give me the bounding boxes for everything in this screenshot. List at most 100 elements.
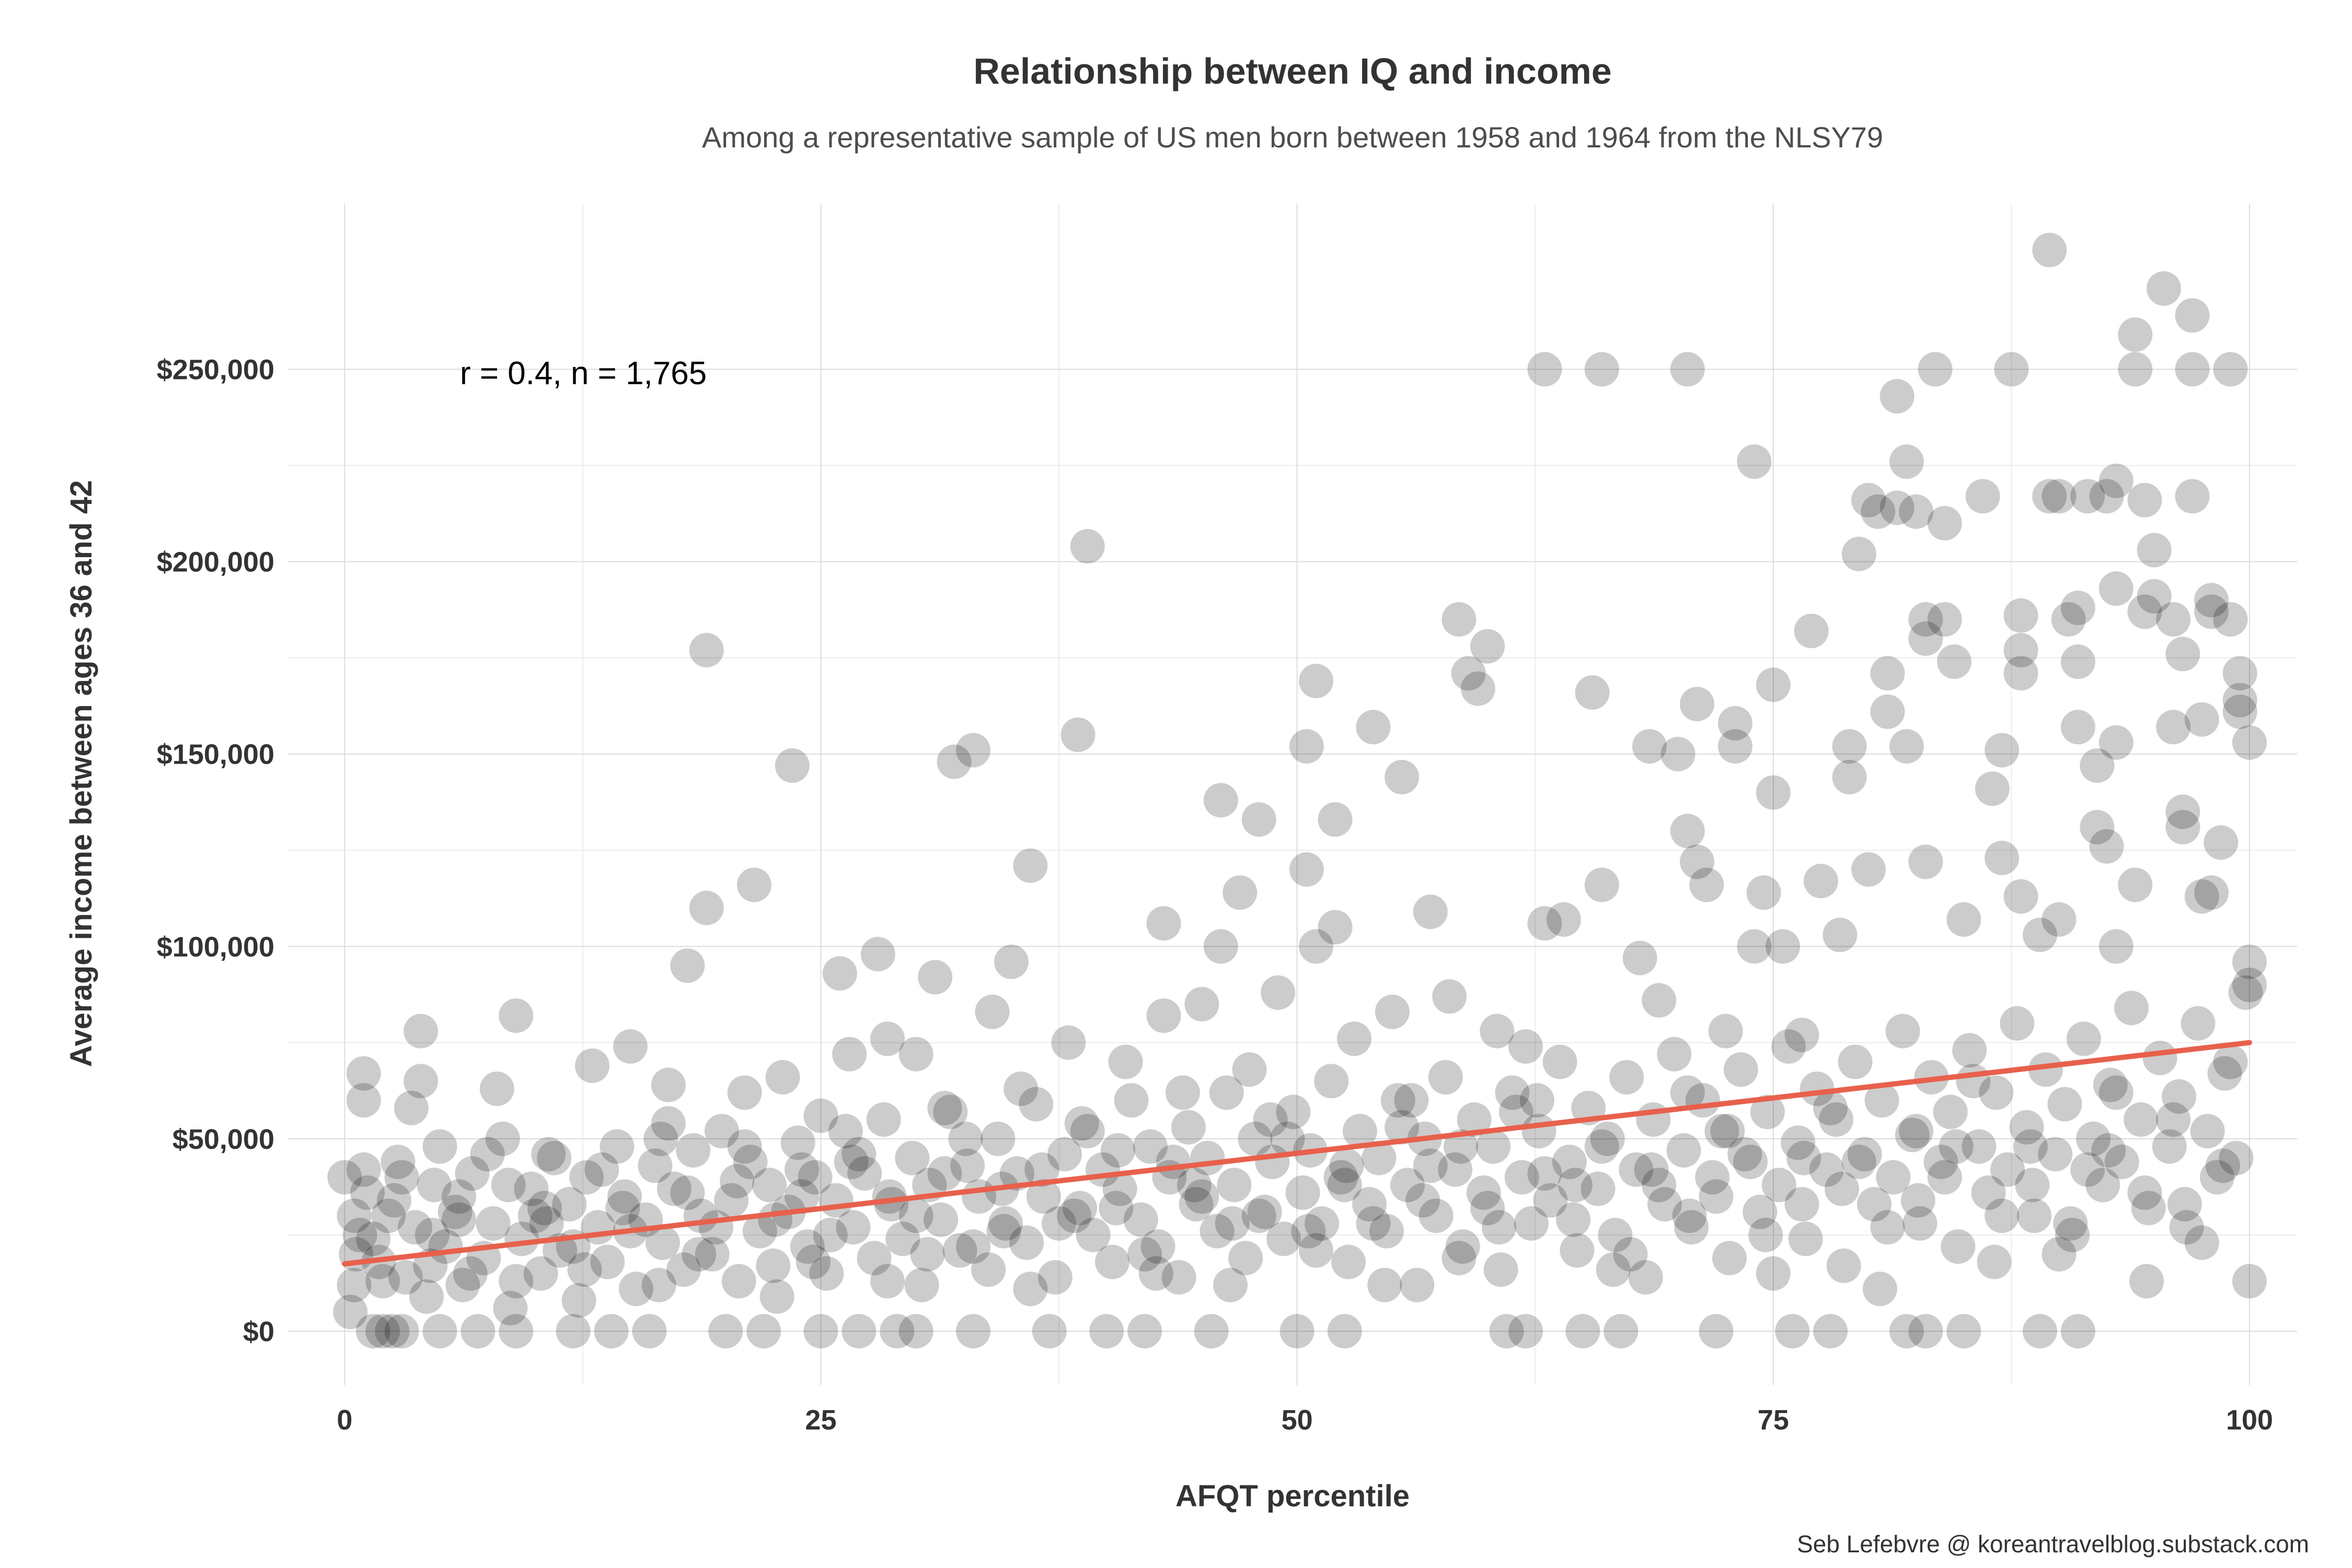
data-point	[933, 1094, 968, 1129]
data-point	[1533, 1183, 1568, 1218]
data-point	[2204, 825, 2239, 860]
data-point	[2184, 879, 2219, 914]
data-point	[2228, 975, 2263, 1010]
data-point	[1880, 490, 1915, 525]
data-point	[2070, 1152, 2105, 1187]
data-point	[736, 867, 771, 902]
data-point	[1670, 813, 1705, 848]
data-point	[2032, 233, 2067, 268]
data-point	[618, 1271, 653, 1306]
data-point	[371, 1198, 406, 1233]
data-point	[2032, 479, 2067, 514]
data-point	[656, 1171, 691, 1206]
data-point	[1838, 1044, 1873, 1079]
data-point	[1899, 1114, 1934, 1149]
chart-title: Relationship between IQ and income	[973, 51, 1611, 91]
data-point	[1390, 1168, 1425, 1203]
data-point	[813, 1217, 848, 1252]
data-point	[708, 1313, 743, 1348]
data-point	[651, 1067, 686, 1102]
data-point	[1527, 906, 1562, 941]
data-point	[1613, 1237, 1648, 1272]
data-point	[1200, 1214, 1235, 1249]
data-point	[1238, 1121, 1273, 1156]
data-point	[1127, 1237, 1162, 1272]
data-point	[1756, 1256, 1791, 1291]
data-point	[1542, 1044, 1577, 1079]
data-point	[1470, 1191, 1505, 1226]
data-point	[398, 1210, 433, 1245]
y-tick-label: $100,000	[157, 931, 274, 963]
data-point	[956, 1313, 991, 1348]
data-point	[1047, 1137, 1082, 1172]
data-point	[1253, 1102, 1288, 1137]
data-point	[1647, 1187, 1682, 1222]
data-point	[2099, 571, 2134, 606]
data-point	[1375, 994, 1410, 1029]
data-point	[1560, 1233, 1595, 1268]
data-point	[822, 956, 857, 991]
data-point	[727, 1129, 762, 1164]
data-point	[346, 1056, 381, 1091]
data-point	[1519, 1083, 1554, 1118]
x-tick-label: 50	[1282, 1404, 1313, 1436]
data-point	[1761, 1168, 1796, 1203]
data-point	[1672, 1198, 1707, 1233]
data-point	[2137, 579, 2172, 614]
data-point	[365, 1264, 400, 1299]
data-point	[695, 1237, 730, 1272]
data-point	[1331, 1244, 1366, 1279]
data-point	[1228, 1241, 1263, 1276]
data-point	[1824, 1171, 1859, 1206]
data-point	[1994, 352, 2029, 387]
data-point	[2093, 1067, 2128, 1102]
data-point	[1695, 1160, 1730, 1195]
data-point	[2219, 1140, 2254, 1175]
data-point	[2146, 271, 2181, 306]
data-point	[898, 1198, 933, 1233]
data-point	[1470, 629, 1505, 664]
data-point	[607, 1179, 642, 1214]
data-point	[1442, 602, 1477, 637]
data-point	[1876, 1160, 1911, 1195]
correlation-annotation: r = 0.4, n = 1,765	[460, 355, 707, 391]
data-point	[1803, 863, 1838, 898]
data-point	[927, 1156, 962, 1191]
data-point	[2131, 1191, 2166, 1226]
data-point	[1985, 1198, 2020, 1233]
data-point	[1460, 671, 1495, 706]
data-point	[1299, 929, 1334, 964]
data-point	[1870, 694, 1905, 729]
data-point	[1318, 909, 1353, 944]
data-point	[841, 1313, 877, 1348]
data-point	[1289, 852, 1324, 887]
data-point	[866, 1102, 901, 1137]
y-tick-label: $150,000	[157, 739, 274, 770]
data-point	[531, 1137, 566, 1172]
data-point	[2003, 598, 2038, 633]
data-point	[1737, 444, 1772, 479]
data-point	[870, 1021, 905, 1056]
data-point	[1184, 987, 1219, 1022]
data-point	[910, 1237, 945, 1272]
y-tick-label: $250,000	[157, 354, 274, 386]
data-point	[1965, 479, 2000, 514]
data-point	[1908, 602, 1943, 637]
data-point	[527, 1191, 562, 1226]
data-point	[504, 1221, 539, 1256]
data-point	[1428, 1060, 1463, 1095]
data-point	[2099, 1075, 2134, 1110]
data-point	[898, 1313, 933, 1348]
data-point	[1102, 1171, 1137, 1206]
data-point	[1575, 675, 1610, 710]
data-point	[2194, 594, 2229, 629]
data-point	[1784, 1018, 1819, 1053]
data-point	[803, 1313, 838, 1348]
data-point	[981, 1121, 1016, 1156]
data-point	[1832, 759, 1867, 794]
data-point	[1261, 975, 1296, 1010]
data-point	[956, 1229, 991, 1264]
data-point	[2156, 1102, 2191, 1137]
data-point	[1329, 1148, 1364, 1183]
data-point	[356, 1313, 391, 1348]
